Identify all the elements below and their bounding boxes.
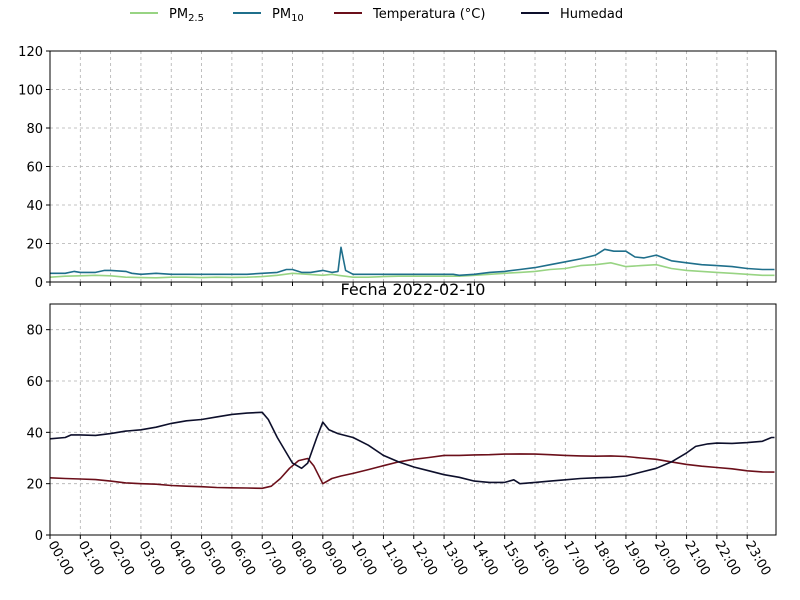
y-tick-label: 20 (26, 238, 43, 253)
series-line-temperatura-c (49, 453, 775, 490)
y-tick-label: 60 (26, 375, 43, 390)
pm-series (49, 246, 775, 279)
legend-label-subscript: 10 (291, 13, 304, 24)
meteo-y-axis: 0 20 40 60 80 (26, 324, 50, 544)
meteo-series (49, 411, 775, 490)
y-tick-label: 100 (18, 84, 43, 99)
legend-entry: Temperatura (°C) (334, 7, 485, 22)
y-tick-label: 80 (26, 122, 43, 137)
pm-y-axis: 0 20 40 60 80 100 120 (18, 45, 50, 291)
y-tick-label: 80 (26, 324, 43, 339)
y-tick-label: 60 (26, 161, 43, 176)
pm-gridlines (49, 50, 776, 283)
y-tick-label: 0 (35, 529, 43, 544)
pm-x-axis (49, 282, 748, 286)
legend-label: Temperatura (°C) (372, 7, 485, 22)
y-tick-label: 120 (18, 45, 43, 60)
pm-panel: 0 20 40 60 80 100 120 (18, 45, 777, 291)
y-tick-label: 0 (35, 276, 43, 291)
legend-entry: Humedad (521, 7, 623, 22)
y-tick-label: 40 (26, 199, 43, 214)
legend-label-subscript: 2.5 (188, 13, 204, 24)
y-tick-label: 20 (26, 478, 43, 493)
legend-label: Humedad (560, 7, 623, 22)
chart-title: Fecha 2022-02-10 (341, 280, 486, 299)
series-line-pm10 (50, 246, 775, 277)
series-line-pm2-5 (49, 262, 775, 279)
y-tick-label: 40 (26, 426, 43, 441)
meteo-plot-frame (49, 303, 777, 536)
series-line-humedad (49, 411, 775, 485)
legend: PM2.5 PM10 Temperatura (°C) Humedad (130, 7, 623, 24)
